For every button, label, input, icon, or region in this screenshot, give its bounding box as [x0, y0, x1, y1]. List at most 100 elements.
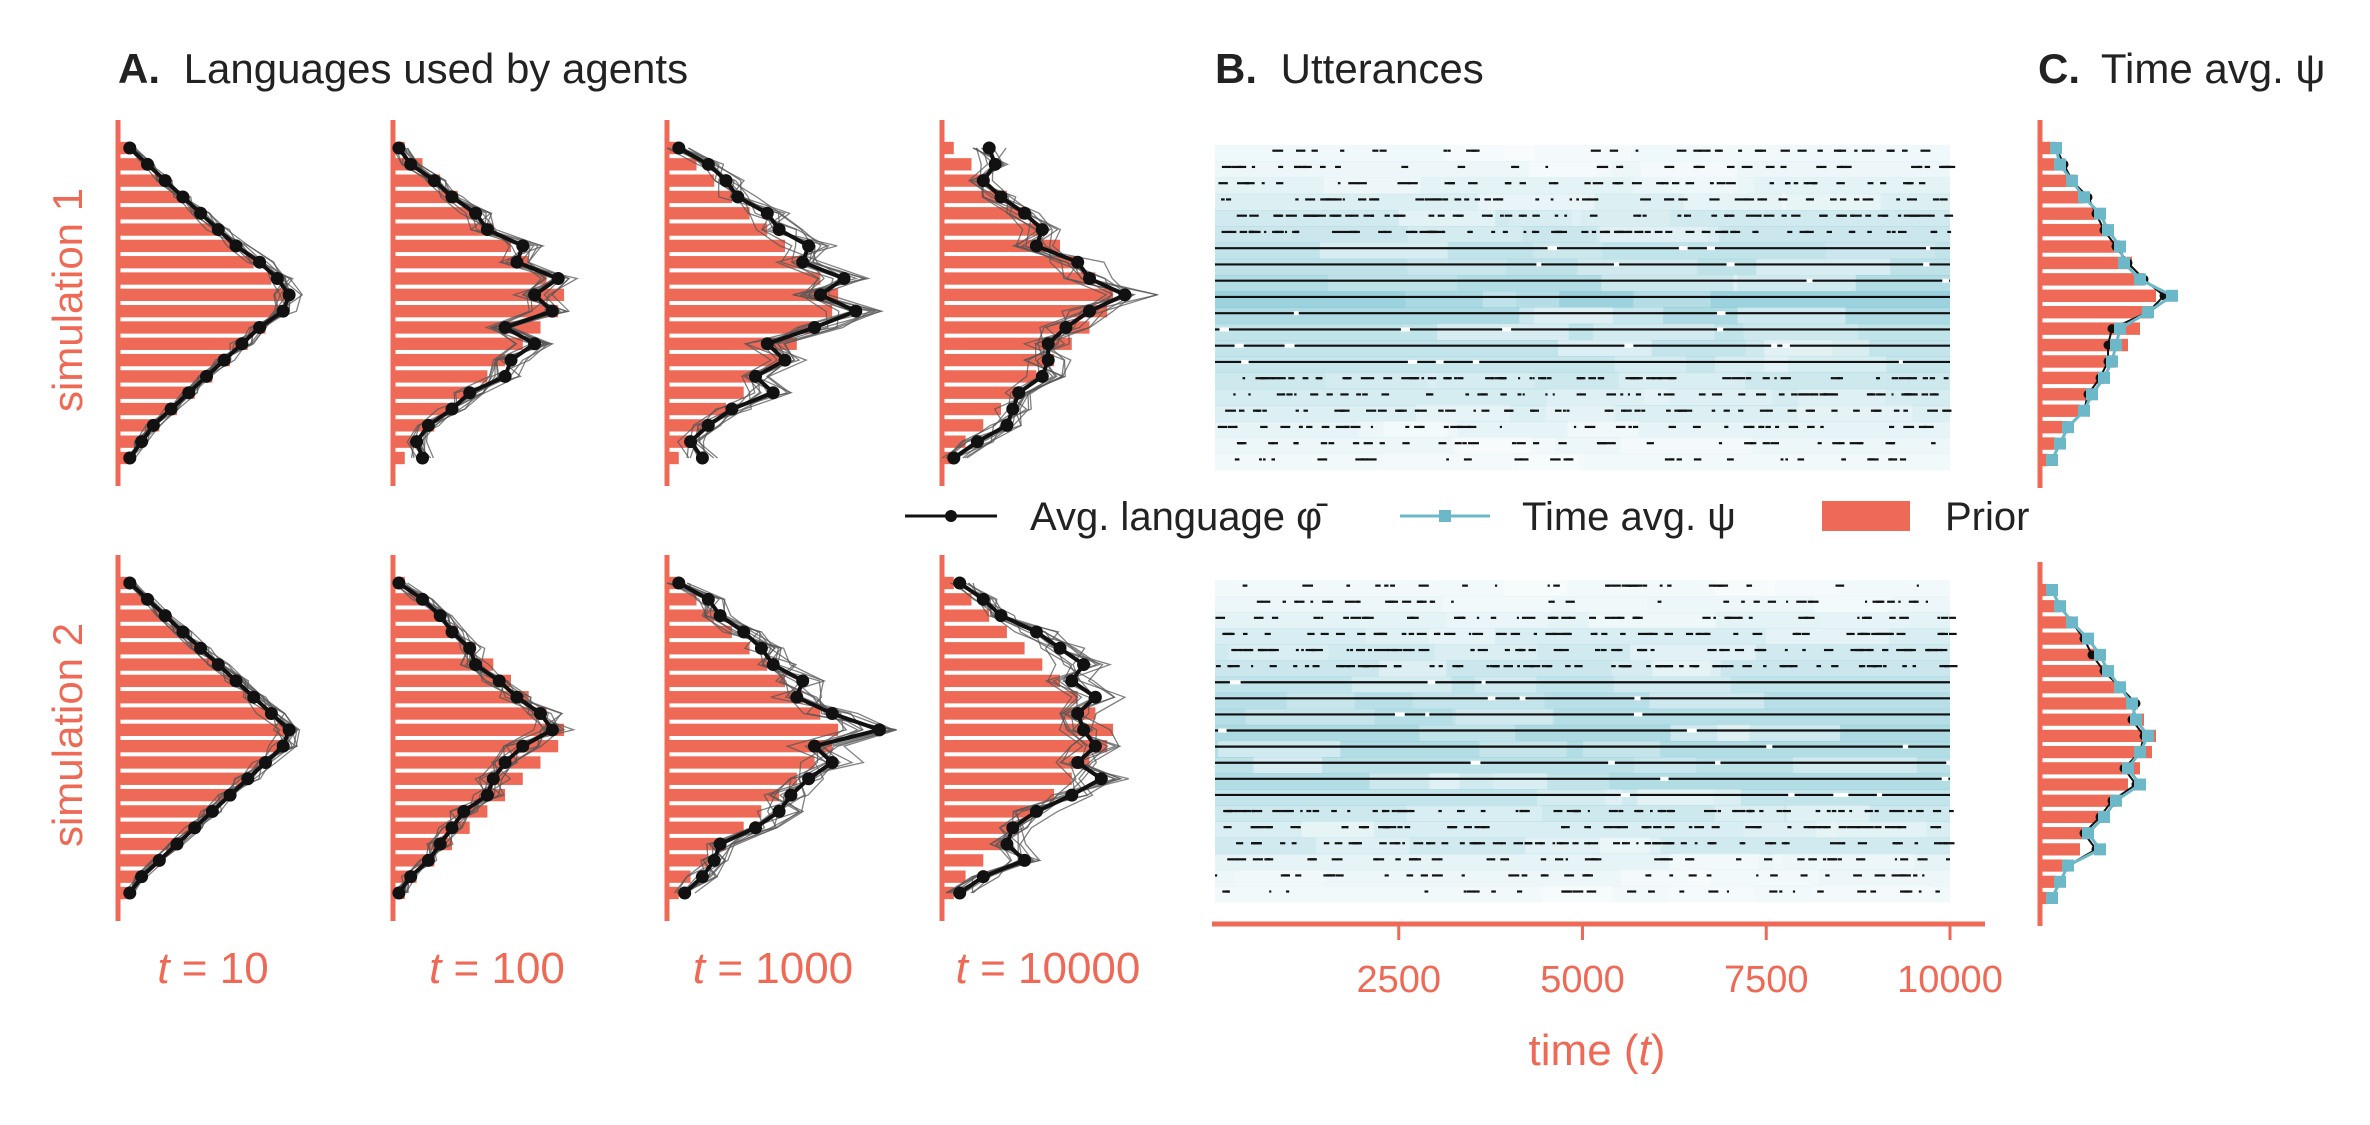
utterance-gap: [1472, 359, 1480, 364]
utterance-density-variation: [1519, 307, 1613, 324]
prior-bar: [667, 707, 821, 720]
prior-bar: [942, 642, 1025, 655]
utterance-density-variation: [1613, 676, 1731, 693]
utterance-density-variation: [1228, 644, 1329, 661]
utterance-panel-sim1: [1215, 145, 1956, 471]
utterance-density-band: [1215, 741, 1950, 758]
avg-language-point: [445, 190, 459, 204]
avg-language-point: [469, 206, 483, 220]
utterance-gap: [1536, 262, 1542, 267]
prior-bar: [942, 625, 1007, 639]
avg-language-point: [498, 755, 512, 769]
prior-bar: [2040, 388, 2092, 401]
utterance-density-band: [1215, 628, 1950, 645]
utterance-density-variation: [1820, 612, 1909, 629]
utterance-density-band: [1215, 821, 1950, 839]
avg-language-point: [731, 190, 745, 204]
avg-language-point: [784, 788, 798, 802]
prior-bar: [942, 141, 954, 155]
utterance-gap: [1435, 359, 1444, 364]
prior-bar: [2040, 843, 2080, 856]
avg-language-point: [1071, 755, 1085, 769]
prior-bar: [118, 239, 236, 253]
avg-language-point: [953, 576, 967, 590]
prior-bar: [942, 223, 1043, 236]
utterance-gap: [1678, 246, 1688, 251]
time-avg-point: [2054, 875, 2066, 888]
utterance-density-band: [1215, 437, 1950, 455]
utterance-density-band: [1215, 660, 1950, 678]
utterance-density-variation: [1493, 773, 1610, 790]
language-panels: [115, 120, 1160, 921]
utterance-density-band: [1215, 372, 1950, 390]
avg-language-point: [701, 157, 715, 171]
time-avg-point: [2126, 697, 2138, 710]
utterance-density-band: [1215, 161, 1950, 178]
avg-language-point: [469, 658, 483, 672]
utterance-density-variation: [1637, 789, 1741, 806]
avg-language-point: [392, 141, 406, 155]
time-avg-point: [2102, 665, 2114, 678]
prior-bar: [667, 837, 726, 851]
prior-bar: [942, 386, 1019, 399]
utterance-gap: [1715, 760, 1721, 765]
utterance-density-variation: [1482, 291, 1560, 308]
language-panel-sim1-col2: [390, 120, 579, 486]
prior-bar: [942, 370, 1037, 383]
utterance-density-band: [1215, 724, 1950, 742]
agent-language-line: [679, 582, 845, 894]
utterance-density-variation: [1576, 596, 1647, 613]
avg-language-point: [392, 886, 406, 900]
utterance-gap: [1925, 246, 1931, 251]
utterance-gap: [1923, 262, 1930, 267]
utterance-density-variation: [1218, 741, 1341, 758]
utterance-density-variation: [1407, 258, 1507, 275]
avg-language-point: [492, 674, 506, 688]
time-average-panels: [2037, 120, 2178, 926]
prior-bar: [942, 402, 1001, 416]
avg-language-point: [1071, 255, 1085, 269]
utterance-density-variation: [1774, 853, 1914, 870]
utterance-density-variation: [1593, 323, 1715, 340]
avg-language-point: [1029, 239, 1043, 253]
utterance-density-variation: [1525, 837, 1651, 854]
avg-language-point: [141, 157, 154, 171]
avg-language-point: [188, 821, 202, 835]
utterance-density-variation: [1316, 837, 1410, 854]
avg-language-point: [457, 804, 471, 818]
legend-label: Avg. language φ̄: [1030, 495, 1328, 539]
avg-language-point: [211, 223, 225, 237]
utterance-density-variation: [1756, 258, 1891, 275]
utterance-density-variation: [1793, 757, 1917, 774]
utterance-density-band: [1215, 676, 1950, 694]
utterance-density-variation: [1444, 145, 1535, 162]
utterance-density-variation: [1234, 869, 1326, 886]
utterance-gap: [1229, 680, 1237, 685]
utterance-gap: [1788, 792, 1795, 797]
utterance-density-variation: [1546, 405, 1616, 422]
avg-language-point: [994, 609, 1008, 623]
time-avg-point: [2142, 306, 2154, 319]
utterance-density-variation: [1611, 660, 1711, 677]
time-avg-point: [2086, 388, 2098, 401]
prior-bar: [118, 691, 254, 704]
utterance-density-variation: [1434, 644, 1538, 661]
prior-bar: [393, 609, 441, 622]
utterance-density-variation: [1601, 275, 1738, 292]
avg-language-point: [135, 435, 149, 449]
prior-bar: [118, 223, 219, 236]
utterance-density-band: [1215, 193, 1950, 211]
prior-bar: [667, 321, 815, 334]
utterance-density-variation: [1452, 708, 1553, 725]
prior-bar: [393, 353, 506, 367]
utterance-density-variation: [1811, 885, 1933, 902]
utterance-density-variation: [1323, 177, 1421, 194]
avg-language-point: [1059, 320, 1073, 334]
utterance-density-variation: [1669, 853, 1760, 870]
avg-language-point: [719, 174, 733, 188]
utterance-density-variation: [1459, 437, 1555, 454]
utterance-density-variation: [1745, 340, 1832, 357]
avg-language-point: [545, 723, 559, 737]
utterance-gap: [1633, 712, 1643, 717]
time-avg-point: [2046, 584, 2058, 596]
